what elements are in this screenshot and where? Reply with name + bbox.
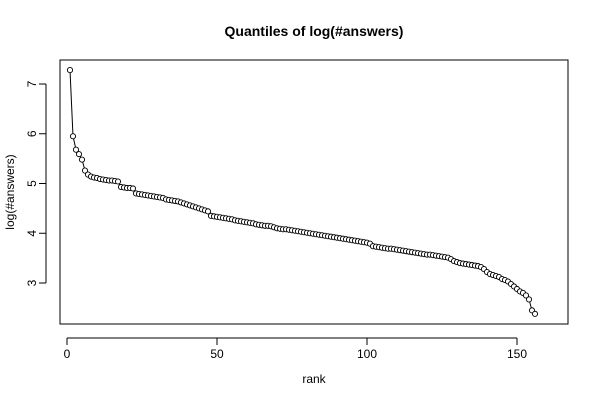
x-axis: 0 50 100 150 <box>64 337 527 361</box>
x-axis-label: rank <box>302 372 326 386</box>
series-group <box>66 67 539 317</box>
data-point <box>114 178 122 185</box>
data-point <box>78 156 86 163</box>
y-tick-label: 3 <box>25 279 39 286</box>
data-point <box>522 292 530 299</box>
y-axis-label: log(#answers) <box>3 154 17 229</box>
data-point <box>525 296 533 303</box>
data-point <box>75 151 83 158</box>
y-tick-label: 4 <box>25 230 39 237</box>
data-point <box>66 67 74 74</box>
plot-frame <box>59 59 569 325</box>
y-tick-label: 5 <box>25 180 39 187</box>
data-point <box>531 310 539 317</box>
y-axis: 3 4 5 6 7 <box>25 80 47 286</box>
y-tick-label: 7 <box>25 80 39 87</box>
x-tick-label: 50 <box>210 347 224 361</box>
chart-title: Quantiles of log(#answers) <box>225 23 404 39</box>
x-tick-label: 150 <box>507 347 527 361</box>
y-tick-label: 6 <box>25 130 39 137</box>
data-point <box>129 185 137 192</box>
x-tick-label: 100 <box>357 347 377 361</box>
data-point <box>204 208 212 215</box>
x-tick-label: 0 <box>64 347 71 361</box>
data-point <box>69 133 77 140</box>
data-point <box>81 167 89 174</box>
data-point <box>72 146 80 153</box>
